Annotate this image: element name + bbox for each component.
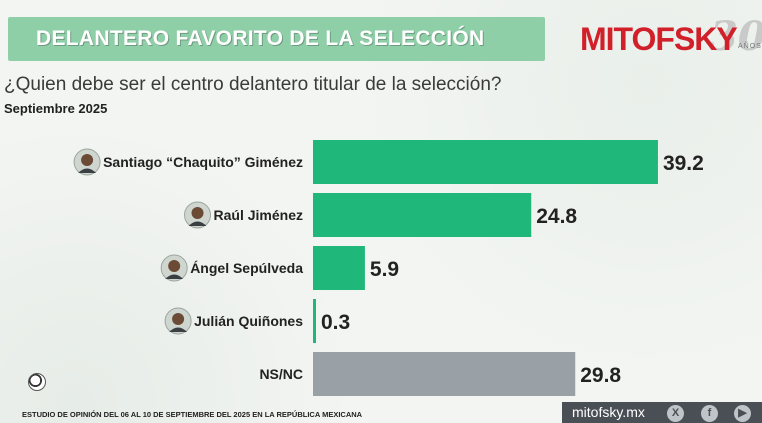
x-icon[interactable]: X xyxy=(667,405,684,422)
soccer-ball-icon xyxy=(28,373,46,391)
survey-date: Septiembre 2025 xyxy=(4,101,108,116)
survey-question: ¿Quien debe ser el centro delantero titu… xyxy=(4,74,502,95)
bar-chart: 39.2 Santiago “Chaquito” Giménez 24.8 Raúl … xyxy=(73,140,704,396)
bar-4 xyxy=(313,352,576,396)
category-label-1: Raúl Jiménez xyxy=(214,207,303,223)
category-label-0: Santiago “Chaquito” Giménez xyxy=(103,154,303,170)
bar-2 xyxy=(313,246,365,290)
title-banner: DELANTERO FAVORITO DE LA SELECCIÓN xyxy=(8,17,545,61)
anniversary-number: 30 xyxy=(710,13,762,60)
player-avatar-3 xyxy=(164,307,192,335)
facebook-icon[interactable]: f xyxy=(701,405,718,422)
category-label-3: Julián Quiñones xyxy=(194,313,303,329)
value-label-4: 29.8 xyxy=(580,364,621,387)
player-avatar-0 xyxy=(73,148,101,176)
brand-name: MITOFSKY xyxy=(580,21,738,57)
value-label-3: 0.3 xyxy=(321,311,350,334)
social-bar: mitofsky.mx X f ▶ xyxy=(562,402,762,423)
category-label-2: Ángel Sepúlveda xyxy=(190,260,303,276)
value-label-1: 24.8 xyxy=(536,205,577,228)
bar-0 xyxy=(313,140,658,184)
bar-1 xyxy=(313,193,532,237)
bar-3 xyxy=(313,299,316,343)
player-avatar-2 xyxy=(160,254,188,282)
value-label-2: 5.9 xyxy=(370,258,399,281)
youtube-icon[interactable]: ▶ xyxy=(734,405,751,422)
website-link[interactable]: mitofsky.mx xyxy=(572,404,645,420)
brand-logo: 30 MITOFSKY AÑOS xyxy=(580,13,762,60)
value-label-0: 39.2 xyxy=(663,152,704,175)
category-label-4: NS/NC xyxy=(259,366,303,382)
page-title: DELANTERO FAVORITO DE LA SELECCIÓN xyxy=(36,27,485,50)
study-footnote: ESTUDIO DE OPINIÓN DEL 06 AL 10 DE SEPTI… xyxy=(22,410,363,419)
player-avatar-1 xyxy=(184,201,212,229)
anniversary-label: AÑOS xyxy=(738,43,762,50)
